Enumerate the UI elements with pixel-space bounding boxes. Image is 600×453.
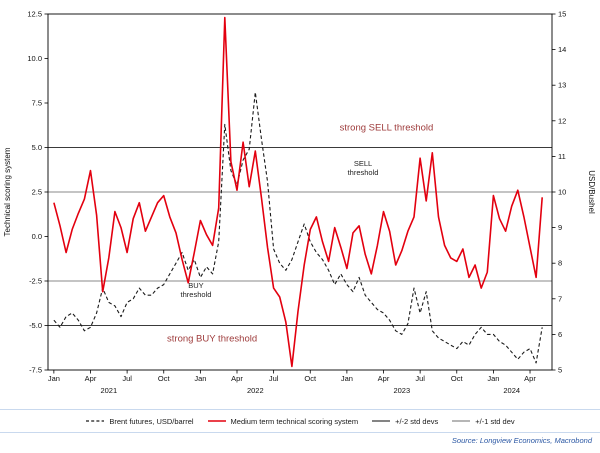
legend-label: +/-2 std devs <box>395 416 439 426</box>
legend-item-1-std-dev: +/-1 std dev <box>451 416 515 426</box>
svg-text:Apr: Apr <box>231 374 243 383</box>
svg-text:strong BUY threshold: strong BUY threshold <box>167 334 257 345</box>
legend-item-scoring-system: Medium term technical scoring system <box>207 416 359 426</box>
svg-text:Jan: Jan <box>48 374 60 383</box>
svg-text:10.0: 10.0 <box>27 54 42 63</box>
dashed-line-marker-icon <box>86 420 105 422</box>
svg-text:BUY: BUY <box>188 281 203 290</box>
svg-text:2022: 2022 <box>247 386 264 395</box>
svg-text:2023: 2023 <box>393 386 410 395</box>
svg-text:Jan: Jan <box>341 374 353 383</box>
svg-text:0.0: 0.0 <box>32 232 42 241</box>
line-marker-icon <box>452 420 471 422</box>
source-note: Source: Longview Economics, Macrobond <box>451 436 592 445</box>
svg-text:14: 14 <box>558 45 566 54</box>
svg-text:12: 12 <box>558 116 566 125</box>
svg-text:10: 10 <box>558 188 566 197</box>
legend-label: Medium term technical scoring system <box>230 416 359 426</box>
svg-text:SELL: SELL <box>354 159 372 168</box>
svg-text:threshold: threshold <box>181 290 212 299</box>
svg-text:2.5: 2.5 <box>32 188 42 197</box>
svg-text:Oct: Oct <box>451 374 464 383</box>
svg-text:Jul: Jul <box>415 374 425 383</box>
svg-text:9: 9 <box>558 223 562 232</box>
technical-scoring-chart: 12.5 10.0 7.5 5.0 2.5 0.0 -2.5 -5.0 -7.5 15 14 13 12… <box>3 10 596 396</box>
chart-legend: Brent futures, USD/barrel Medium term te… <box>0 409 600 433</box>
svg-text:8: 8 <box>558 259 562 268</box>
svg-text:Jul: Jul <box>269 374 279 383</box>
svg-text:5.0: 5.0 <box>32 143 42 152</box>
line-marker-icon <box>372 420 391 422</box>
svg-text:Apr: Apr <box>524 374 536 383</box>
svg-text:6: 6 <box>558 330 562 339</box>
svg-text:Apr: Apr <box>378 374 390 383</box>
red-line-marker-icon <box>207 420 226 422</box>
legend-item-2-std-devs: +/-2 std devs <box>371 417 438 426</box>
svg-text:Technical scoring system: Technical scoring system <box>3 147 12 236</box>
svg-text:Apr: Apr <box>85 374 97 383</box>
legend-item-brent: Brent futures, USD/barrel <box>85 416 194 426</box>
svg-text:-5.0: -5.0 <box>29 321 42 330</box>
svg-text:USD/Bushel: USD/Bushel <box>587 170 596 214</box>
svg-text:Oct: Oct <box>158 374 171 383</box>
svg-text:12.5: 12.5 <box>27 10 42 19</box>
svg-text:2024: 2024 <box>503 386 520 395</box>
svg-text:Jul: Jul <box>122 374 132 383</box>
svg-text:strong SELL threshold: strong SELL threshold <box>340 123 434 134</box>
svg-text:7: 7 <box>558 294 562 303</box>
svg-text:-2.5: -2.5 <box>29 277 42 286</box>
svg-text:2021: 2021 <box>100 386 117 395</box>
svg-text:threshold: threshold <box>348 168 379 177</box>
svg-text:13: 13 <box>558 81 566 90</box>
legend-label: Brent futures, USD/barrel <box>109 416 194 426</box>
svg-text:7.5: 7.5 <box>32 99 42 108</box>
svg-text:5: 5 <box>558 366 562 375</box>
svg-text:11: 11 <box>558 152 566 161</box>
svg-text:Jan: Jan <box>487 374 499 383</box>
svg-text:Jan: Jan <box>194 374 206 383</box>
svg-text:15: 15 <box>558 10 566 19</box>
svg-text:-7.5: -7.5 <box>29 366 42 375</box>
svg-text:Oct: Oct <box>304 374 317 383</box>
legend-label: +/-1 std dev <box>475 416 515 426</box>
